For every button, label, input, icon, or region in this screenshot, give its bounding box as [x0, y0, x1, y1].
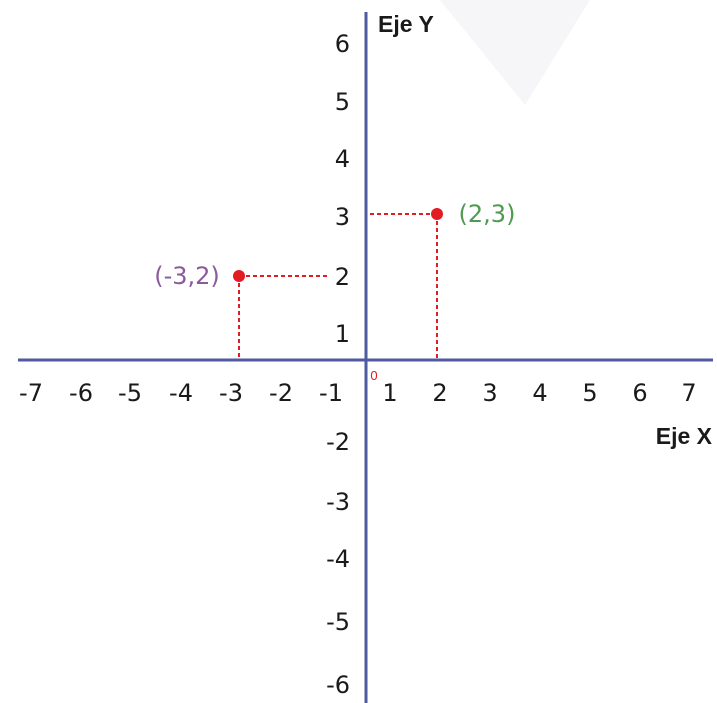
y-tick-label: 3 — [335, 203, 350, 231]
y-tick-label: -4 — [326, 545, 350, 573]
y-tick-label: 5 — [335, 88, 350, 116]
x-tick-label: 2 — [432, 379, 447, 407]
y-tick-label: -5 — [326, 608, 350, 636]
x-tick-label: -3 — [219, 379, 243, 407]
x-tick-label: -6 — [69, 379, 93, 407]
y-tick-label: 6 — [335, 30, 350, 58]
y-tick-label: -2 — [326, 428, 350, 456]
y-tick-label: -6 — [326, 671, 350, 699]
y-tick-label: 1 — [335, 320, 350, 348]
origin-label: 0 — [370, 368, 377, 383]
point-label-1: (-3,2) — [154, 262, 220, 290]
y-tick-label: -3 — [326, 488, 350, 516]
x-tick-label: 6 — [632, 379, 647, 407]
x-tick-label: -2 — [269, 379, 293, 407]
x-tick-label: 3 — [482, 379, 497, 407]
y-axis-title: Eje Y — [378, 11, 434, 37]
y-tick-label: 2 — [335, 263, 350, 291]
x-tick-label: 5 — [582, 379, 597, 407]
x-tick-label: -5 — [118, 379, 142, 407]
x-tick-label: 1 — [382, 379, 397, 407]
x-axis-title: Eje X — [656, 423, 713, 449]
x-tick-label: -4 — [169, 379, 193, 407]
point-label-2: (2,3) — [459, 200, 516, 228]
x-tick-label: 4 — [532, 379, 547, 407]
x-tick-label: -1 — [319, 379, 343, 407]
point-marker-1 — [233, 270, 245, 282]
y-tick-label: 4 — [335, 145, 350, 173]
background-shape — [440, 0, 590, 105]
x-tick-label: 7 — [681, 379, 696, 407]
x-tick-label: -7 — [19, 379, 43, 407]
point-marker-2 — [431, 208, 443, 220]
